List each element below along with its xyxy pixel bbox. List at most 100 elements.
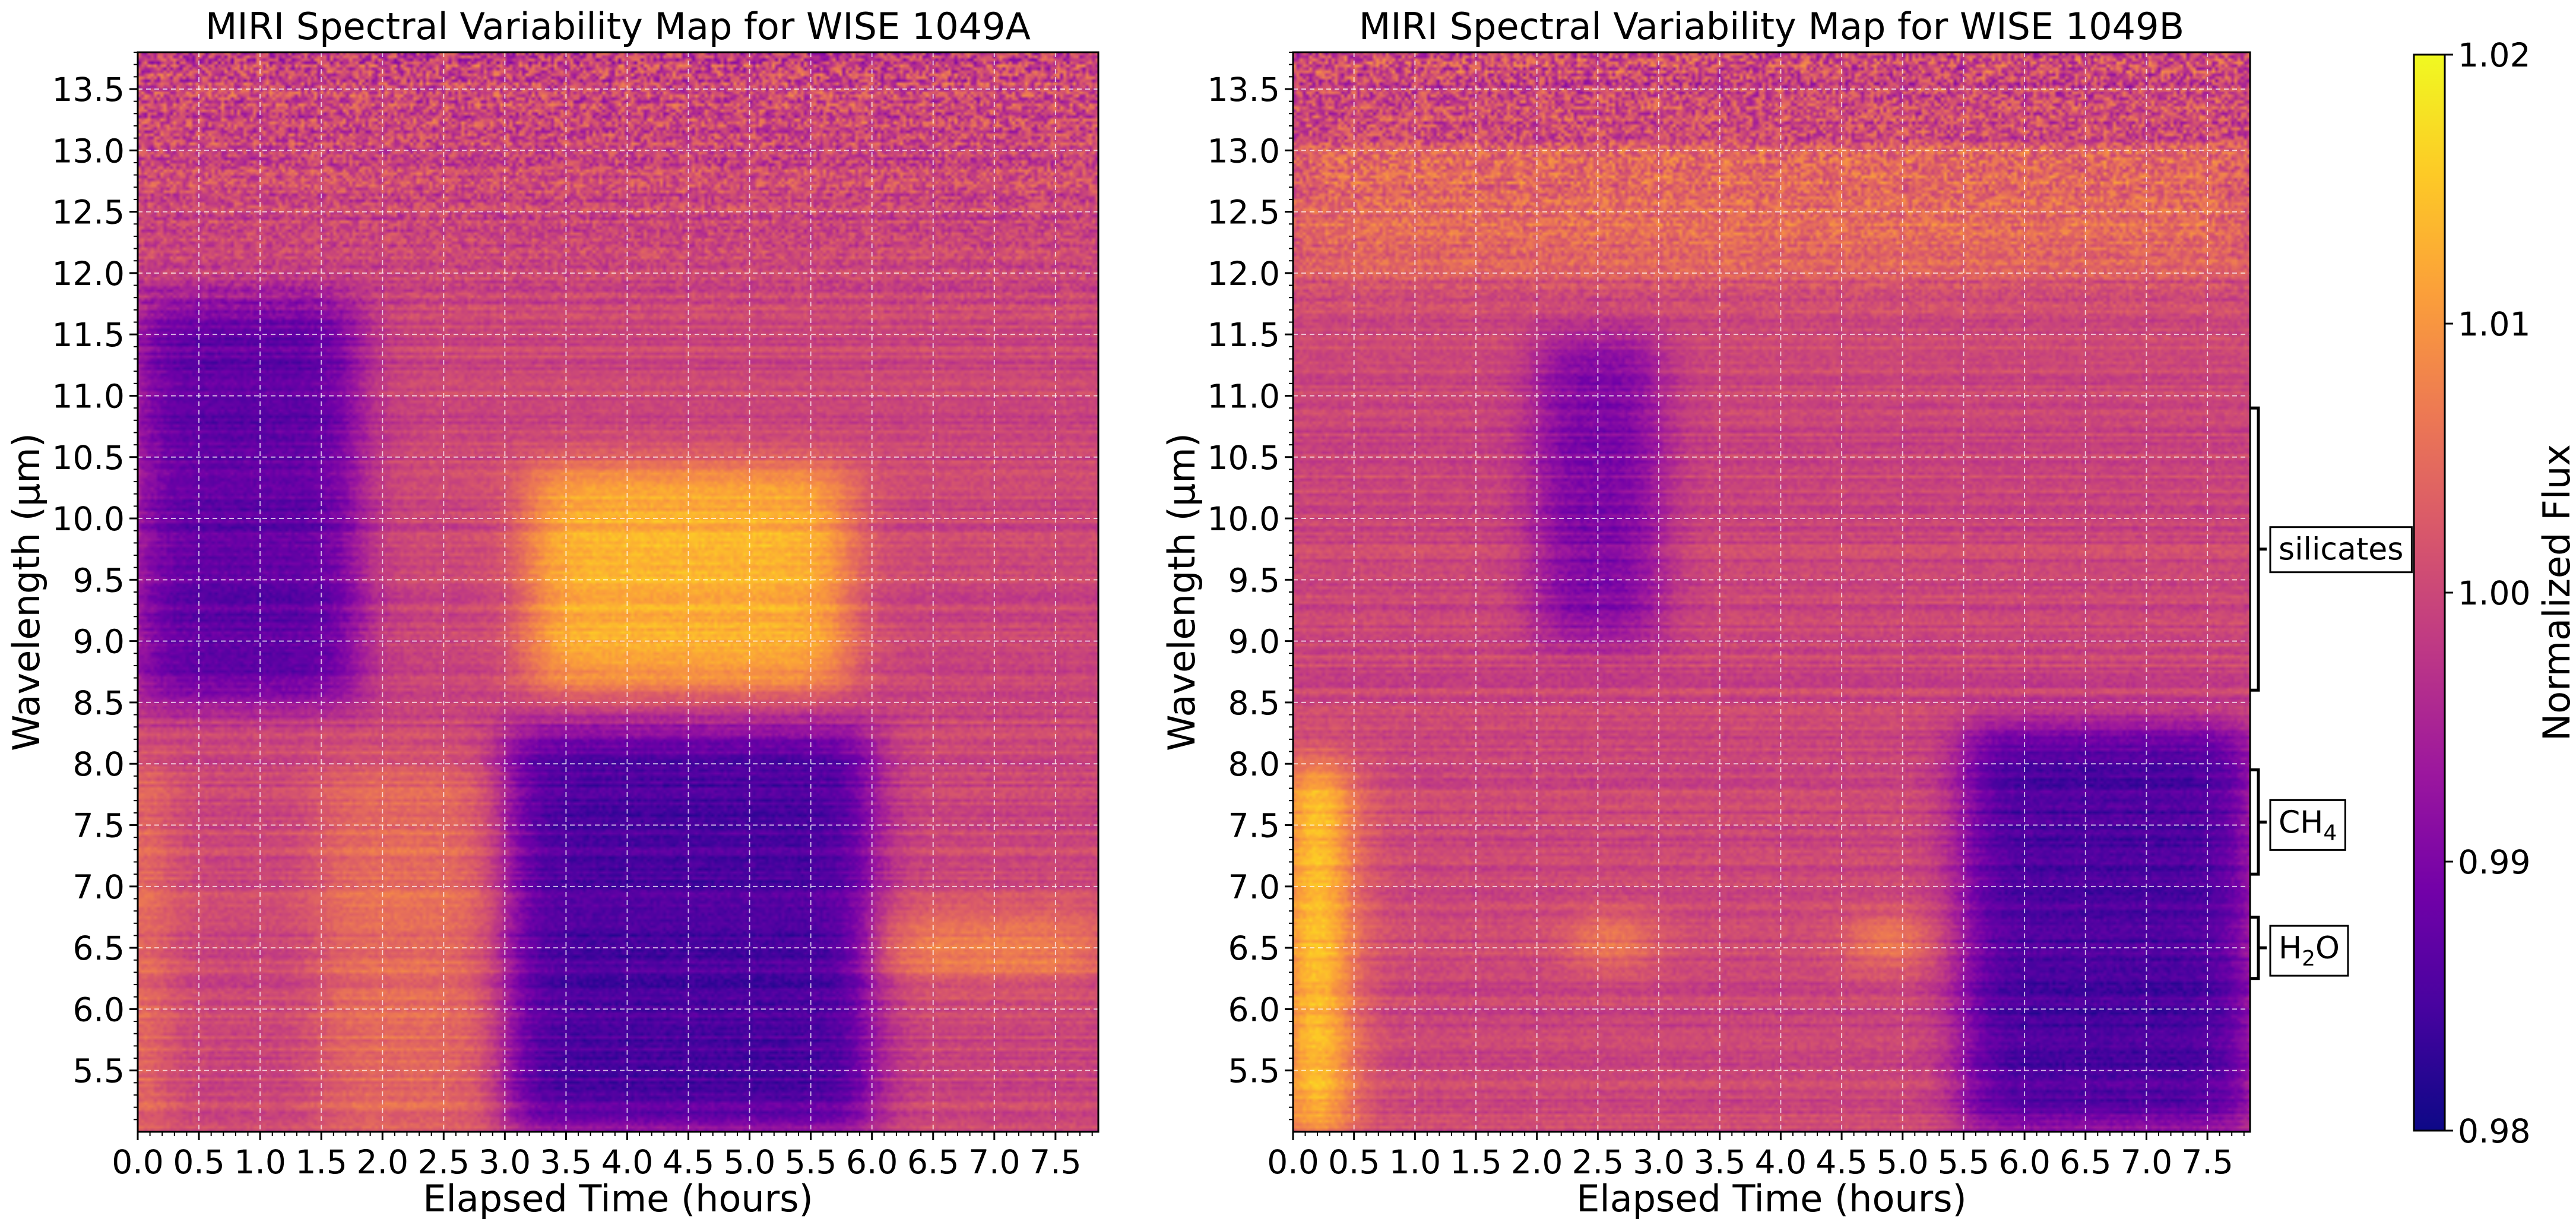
panel-b-title: MIRI Spectral Variability Map for WISE 1… [1359,5,2184,48]
x-tick-label: 6.5 [2059,1143,2111,1181]
y-tick-label: 8.5 [1228,684,1280,722]
panel-b-x-ticks: 0.0 0.5 1.0 1.5 2.0 2.5 3.0 3.5 4.0 4.5 5.0 5.5 6.0 6… [1267,1132,2245,1181]
y-tick-label: 13.5 [52,71,125,109]
y-tick-label: 11.0 [1208,377,1280,415]
colorbar-tick-label: 1.01 [2458,305,2530,343]
x-tick-label: 7.0 [968,1143,1020,1181]
colorbar-tick-label: 0.98 [2458,1112,2530,1150]
y-tick-label: 9.5 [1228,561,1280,599]
x-tick-label: 7.5 [2181,1143,2233,1181]
annotation-label: silicates [2279,532,2403,568]
x-tick-label: 0.0 [1267,1143,1319,1181]
x-tick-label: 0.5 [173,1143,224,1181]
y-tick-label: 6.0 [73,990,125,1028]
x-tick-label: 1.5 [295,1143,347,1181]
x-tick-label: 2.0 [356,1143,408,1181]
x-tick-label: 7.5 [1029,1143,1081,1181]
y-tick-label: 8.0 [73,745,125,783]
annotation-tail: O [2315,931,2340,966]
x-tick-label: 7.0 [2121,1143,2172,1181]
x-tick-label: 1.0 [1389,1143,1441,1181]
y-tick-label: 7.0 [73,868,125,906]
y-tick-label: 13.0 [52,132,125,170]
x-tick-label: 3.0 [479,1143,531,1181]
x-tick-label: 6.0 [846,1143,898,1181]
y-tick-label: 11.5 [1208,316,1280,354]
y-tick-label: 12.0 [52,255,125,293]
y-tick-label: 6.0 [1228,990,1280,1028]
annotation-box [2269,526,2413,574]
x-tick-label: 0.5 [1328,1143,1380,1181]
panel-b-ylabel-text: Wavelength (μm) [1160,433,1203,751]
panel-a-title: MIRI Spectral Variability Map for WISE 1… [205,5,1031,48]
panel-a-ylabel-text: Wavelength (μm) [5,433,48,751]
y-tick-label: 10.0 [52,500,125,538]
y-tick-label: 9.5 [73,561,125,599]
panel-b-heatmap [1293,52,2250,1132]
x-tick-label: 6.5 [907,1143,959,1181]
y-tick-label: 9.0 [73,623,125,661]
y-tick-label: 6.5 [1228,929,1280,967]
panel-b-heatmap-image [1293,52,2250,1132]
x-tick-label: 1.0 [234,1143,286,1181]
x-tick-label: 2.0 [1511,1143,1563,1181]
x-tick-label: 5.5 [1938,1143,1989,1181]
panel-a-heatmap [138,52,1098,1132]
panel-a-xlabel: Elapsed Time (hours) [423,1177,813,1220]
x-tick-label: 5.0 [1877,1143,1928,1181]
x-tick-label: 4.0 [601,1143,653,1181]
bracket [2250,406,2267,692]
y-tick-label: 7.5 [1228,807,1280,845]
x-tick-label: 4.5 [663,1143,714,1181]
y-tick-label: 8.0 [1228,745,1280,783]
x-tick-label: 5.5 [785,1143,837,1181]
y-tick-label: 10.5 [52,439,125,477]
x-tick-label: 0.0 [112,1143,163,1181]
annotation-text: silicates [2279,532,2403,568]
panel-a-grid [137,52,1098,1132]
x-tick-label: 4.0 [1755,1143,1807,1181]
y-tick-label: 5.5 [73,1052,125,1090]
annotation-subscript: 4 [2323,821,2337,845]
y-tick-label: 13.0 [1208,132,1280,170]
x-tick-label: 5.0 [724,1143,775,1181]
y-tick-label: 7.5 [73,807,125,845]
x-tick-label: 6.0 [1998,1143,2050,1181]
panel-b-y-ticks: 5.5 6.0 6.5 7.0 7.5 8.0 8.5 9.0 9.5 10.0 10.5 11.0 1… [1208,52,1293,1121]
panel-b-xlabel: Elapsed Time (hours) [1576,1177,1966,1220]
y-tick-label: 5.5 [1228,1052,1280,1090]
y-tick-label: 10.0 [1208,500,1280,538]
x-tick-label: 1.5 [1450,1143,1501,1181]
x-tick-label: 4.5 [1815,1143,1867,1181]
x-tick-label: 3.0 [1633,1143,1684,1181]
panel-a-ylabel: Wavelength (μm) [5,433,48,751]
panel-wise-1049a: MIRI Spectral Variability Map for WISE 1… [5,5,1100,1220]
colorbar-tick-label: 1.02 [2458,36,2530,74]
annotation-label: H2O [2279,931,2340,971]
x-tick-label: 2.5 [418,1143,470,1181]
y-tick-label: 11.0 [52,377,125,415]
y-tick-label: 13.5 [1208,71,1280,109]
annotation-subscript: 2 [2302,947,2315,971]
annotation-label: CH4 [2279,805,2337,845]
panel-a-x-ticks: 0.0 0.5 1.0 1.5 2.0 2.5 3.0 3.5 4.0 4.5 5.0 5.5 6.0 6… [112,1132,1093,1181]
bracket [2250,768,2267,876]
panel-a-heatmap-image [138,52,1098,1132]
y-tick-label: 6.5 [73,929,125,967]
annotation-box [2269,799,2346,851]
y-tick-label: 9.0 [1228,623,1280,661]
colorbar-ticks: 0.98 0.99 1.00 1.01 1.02 [2445,36,2530,1150]
panel-a-y-ticks: 5.5 6.0 6.5 7.0 7.5 8.0 8.5 9.0 9.5 10.0 10.5 11.0 1… [52,52,138,1121]
y-tick-label: 12.0 [1208,255,1280,293]
y-tick-label: 7.0 [1228,868,1280,906]
annotation-text: CH [2279,805,2323,840]
colorbar-label: Normalized Flux [2535,444,2576,741]
colorbar: 0.98 0.99 1.00 1.01 1.02 Normalized Flux [2413,36,2576,1150]
panel-b-grid [1292,52,2250,1132]
y-tick-label: 11.5 [52,316,125,354]
colorbar-tick-label: 1.00 [2458,574,2530,612]
bracket [2250,915,2267,980]
x-tick-label: 3.5 [540,1143,592,1181]
colorbar-tick-label: 0.99 [2458,843,2530,881]
